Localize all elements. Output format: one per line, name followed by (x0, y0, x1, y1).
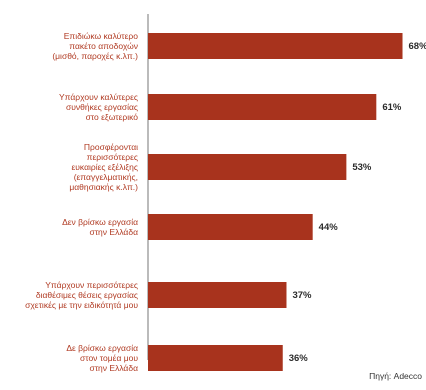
bar-4 (148, 282, 287, 308)
source-note: Πηγή: Adecco (369, 371, 422, 381)
bar-2 (148, 154, 347, 180)
category-label-3: Δεν βρίσκω εργασία στην Ελλάδα (62, 217, 138, 237)
value-label-3: 44% (319, 222, 339, 233)
category-label-5: Δε βρίσκω εργασία στον τομέα μου στην Ελλά… (66, 343, 138, 373)
bar-3 (148, 214, 313, 240)
value-label-1: 61% (382, 102, 402, 113)
bar-1 (148, 94, 377, 120)
bar-0 (148, 33, 403, 59)
value-label-4: 37% (292, 290, 312, 301)
value-label-0: 68% (409, 41, 426, 52)
category-label-2: Προσφέρονται περισσότερες ευκαιρίες εξέλιξ… (69, 142, 138, 192)
value-label-5: 36% (289, 353, 309, 364)
category-label-1: Υπάρχουν καλύτερες συνθήκες εργασίας στο ε… (59, 92, 138, 122)
category-label-0: Επιδιώκω καλύτερο πακέτο αποδοχών (μισθό, … (52, 31, 138, 61)
category-label-4: Υπάρχουν περισσότερες διαθέσιμες θέσεις ε… (25, 280, 138, 310)
value-label-2: 53% (352, 162, 372, 173)
bar-5 (148, 345, 283, 371)
bars-group: 68% Επιδιώκω καλύτερο πακέτο αποδοχών (μισθ… (25, 31, 426, 373)
